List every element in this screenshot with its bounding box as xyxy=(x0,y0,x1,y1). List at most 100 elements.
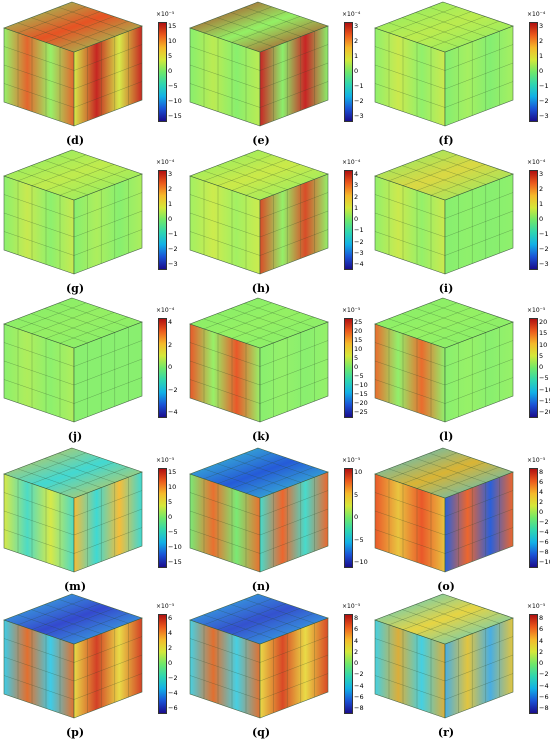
colorbar-tick-label: 8 xyxy=(539,468,544,476)
cube-render xyxy=(374,593,514,719)
cube-top-face xyxy=(3,1,143,53)
colorbar-tick-label: −1 xyxy=(539,82,549,90)
colorbar xyxy=(158,22,167,122)
panel-label: (d) xyxy=(65,134,85,147)
colorbar-tick-label: −4 xyxy=(168,689,178,697)
cube-top-face xyxy=(189,297,329,349)
colorbar-tick-label: 5 xyxy=(539,351,544,360)
colorbar-tick-label: −10 xyxy=(168,543,182,551)
cube-render xyxy=(3,297,143,423)
colorbar-tick-label: −10 xyxy=(354,558,368,566)
colorbar-tick-label: −1 xyxy=(354,82,364,90)
colorbar-tick-label: 5 xyxy=(354,490,359,499)
colorbar-tick-label: 2 xyxy=(354,37,359,45)
colorbar-tick-label: 4 xyxy=(354,170,359,178)
brick-grid xyxy=(374,154,514,270)
cube-render xyxy=(374,149,514,275)
colorbar-exponent: ×10⁻⁴ xyxy=(156,159,175,166)
cube-top-face xyxy=(3,149,143,201)
colorbar-tick-label: 6 xyxy=(539,625,544,634)
colorbar-tick-label: −5 xyxy=(168,82,178,90)
cube-render xyxy=(3,149,143,275)
colorbar-tick-label: 0 xyxy=(539,508,544,516)
brick-grid xyxy=(374,6,514,122)
colorbar-tick-label: 2 xyxy=(354,192,359,201)
colorbar xyxy=(529,22,538,122)
colorbar-tick-label: 5 xyxy=(168,498,173,506)
brick-grid xyxy=(3,302,143,418)
panel-label: (l) xyxy=(438,430,454,443)
colorbar-tick-label: 20 xyxy=(539,318,548,326)
colorbar-tick-label: −20 xyxy=(539,408,550,416)
colorbar-tick-label: −4 xyxy=(354,681,364,690)
panel-label: (h) xyxy=(251,282,271,295)
colorbar-exponent: ×10⁻⁵ xyxy=(342,603,361,610)
cube-render xyxy=(374,447,514,573)
colorbar-exponent: ×10⁻⁴ xyxy=(527,11,546,18)
colorbar-exponent: ×10⁻⁵ xyxy=(342,457,361,464)
colorbar-exponent: ×10⁻⁵ xyxy=(342,307,361,314)
colorbar-tick-label: 1 xyxy=(168,200,173,208)
colorbar-tick-label: −2 xyxy=(168,245,178,253)
colorbar-tick-label: −2 xyxy=(539,245,549,253)
colorbar-exponent: ×10⁻⁴ xyxy=(342,11,361,18)
colorbar xyxy=(529,614,538,714)
panel: (r) ×10⁻⁵ 8 6 4 2 0 −2 −4 −6 −8 xyxy=(371,592,550,739)
panel: (d) ×10⁻⁵ 15 10 5 0 −5 −10 −15 xyxy=(0,0,183,147)
colorbar-tick-label: −4 xyxy=(168,408,178,416)
colorbar-tick-label: −3 xyxy=(354,248,364,257)
panel-label: (k) xyxy=(251,430,271,443)
cube-top-face xyxy=(189,1,329,53)
colorbar-tick-label: 4 xyxy=(168,318,173,326)
colorbar-tick-label: −1 xyxy=(539,230,549,238)
panel-label: (g) xyxy=(65,282,85,295)
colorbar-tick-label: −4 xyxy=(354,260,364,268)
colorbar-tick-label: 0 xyxy=(539,215,544,223)
colorbar-tick-label: −4 xyxy=(539,681,549,690)
colorbar-tick-label: −1 xyxy=(168,230,178,238)
panel: (f) ×10⁻⁴ 3 2 1 0 −1 −2 −3 xyxy=(371,0,550,147)
colorbar-tick-label: −15 xyxy=(354,390,368,398)
colorbar-tick-label: 10 xyxy=(168,483,177,491)
colorbar-tick-label: 0 xyxy=(354,215,359,223)
cube-top-face xyxy=(374,149,514,201)
colorbar-tick-label: −1 xyxy=(354,226,364,235)
panel: (i) ×10⁻⁴ 3 2 1 0 −1 −2 −3 xyxy=(371,148,550,295)
brick-grid xyxy=(189,452,329,568)
colorbar-tick-label: −15 xyxy=(168,558,182,566)
colorbar-tick-label: 5 xyxy=(354,354,359,362)
cube-render xyxy=(189,593,329,719)
colorbar-tick-label: −10 xyxy=(354,381,368,389)
colorbar-tick-label: −3 xyxy=(539,112,549,120)
colorbar-tick-label: 6 xyxy=(539,478,544,486)
cube-top-face xyxy=(374,1,514,53)
cube-render xyxy=(3,447,143,573)
colorbar xyxy=(158,614,167,714)
panel-label: (o) xyxy=(437,580,455,593)
panel: (q) ×10⁻⁵ 8 6 4 2 0 −2 −4 −6 −8 xyxy=(186,592,369,739)
colorbar-tick-label: 15 xyxy=(354,336,363,344)
colorbar-tick-label: 8 xyxy=(539,614,544,622)
colorbar-tick-label: 4 xyxy=(539,488,544,496)
panel: (o) ×10⁻⁵ 8 6 4 2 0 −2 −4 −6 −8 −10 xyxy=(371,446,550,593)
colorbar-tick-label: −5 xyxy=(354,535,364,544)
colorbar-tick-label: 3 xyxy=(539,170,544,178)
colorbar xyxy=(158,318,167,418)
colorbar-tick-label: −10 xyxy=(539,385,550,394)
panel-label: (e) xyxy=(252,134,270,147)
colorbar-tick-label: −6 xyxy=(539,538,549,546)
brick-grid xyxy=(374,598,514,714)
colorbar-tick-label: −6 xyxy=(168,704,178,712)
colorbar-tick-label: −2 xyxy=(168,385,178,394)
colorbar-tick-label: 0 xyxy=(539,659,544,667)
colorbar-tick-label: 15 xyxy=(168,22,177,30)
panel: (l) ×10⁻⁵ 20 15 10 5 0 −5 −10 −15 −20 xyxy=(371,296,550,443)
colorbar-tick-label: 0 xyxy=(354,363,359,371)
colorbar-tick-label: 3 xyxy=(168,170,173,178)
cube-render xyxy=(189,149,329,275)
colorbar-tick-label: 6 xyxy=(354,625,359,634)
panel-label: (i) xyxy=(438,282,454,295)
cube-render xyxy=(3,593,143,719)
colorbar xyxy=(158,468,167,568)
